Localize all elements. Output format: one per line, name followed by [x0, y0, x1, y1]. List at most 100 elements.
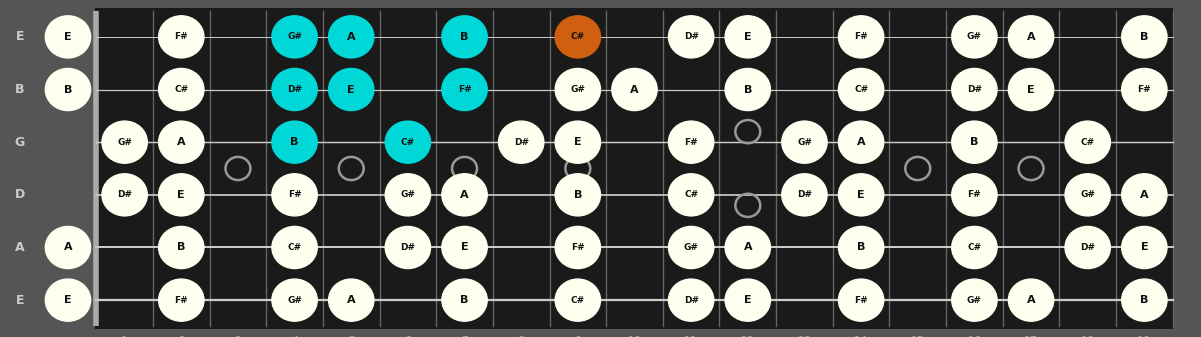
Circle shape — [725, 226, 771, 269]
Text: D#: D# — [967, 85, 982, 94]
Text: D#: D# — [683, 296, 699, 305]
Circle shape — [782, 174, 827, 216]
Circle shape — [1009, 16, 1053, 58]
Circle shape — [555, 226, 600, 269]
Text: A: A — [1027, 32, 1035, 42]
Text: F#: F# — [570, 243, 585, 252]
Text: 13: 13 — [797, 336, 812, 337]
Text: C#: C# — [287, 243, 301, 252]
Circle shape — [951, 121, 997, 163]
Text: C#: C# — [967, 243, 981, 252]
Circle shape — [102, 174, 148, 216]
Circle shape — [46, 226, 90, 269]
Circle shape — [442, 174, 488, 216]
Circle shape — [555, 279, 600, 321]
Circle shape — [329, 16, 374, 58]
Text: G#: G# — [400, 190, 416, 199]
Circle shape — [159, 68, 204, 111]
Circle shape — [669, 174, 713, 216]
Circle shape — [159, 16, 204, 58]
Text: A: A — [743, 243, 752, 252]
Text: G#: G# — [118, 138, 132, 147]
Text: C#: C# — [685, 190, 698, 199]
Text: B: B — [16, 83, 24, 96]
Circle shape — [1122, 174, 1167, 216]
Circle shape — [725, 16, 771, 58]
Text: F#: F# — [458, 85, 471, 94]
Circle shape — [555, 16, 600, 58]
Circle shape — [159, 279, 204, 321]
Text: B: B — [1140, 32, 1148, 42]
Circle shape — [271, 121, 317, 163]
Circle shape — [442, 226, 488, 269]
Text: 8: 8 — [518, 336, 525, 337]
Circle shape — [725, 68, 771, 111]
Text: D#: D# — [400, 243, 416, 252]
Circle shape — [271, 226, 317, 269]
Text: B: B — [970, 137, 979, 147]
Circle shape — [669, 279, 713, 321]
Circle shape — [159, 174, 204, 216]
Text: D#: D# — [683, 32, 699, 41]
Text: A: A — [64, 243, 72, 252]
Circle shape — [159, 226, 204, 269]
Text: F#: F# — [174, 32, 189, 41]
Text: A: A — [347, 295, 355, 305]
Circle shape — [1009, 68, 1053, 111]
Circle shape — [611, 68, 657, 111]
Text: E: E — [1141, 243, 1148, 252]
Circle shape — [951, 226, 997, 269]
Circle shape — [1065, 226, 1111, 269]
Text: 6: 6 — [405, 336, 412, 337]
Text: C#: C# — [854, 85, 868, 94]
Text: F#: F# — [854, 32, 868, 41]
Text: B: B — [460, 295, 468, 305]
Text: C#: C# — [570, 296, 585, 305]
Circle shape — [442, 68, 488, 111]
Circle shape — [669, 121, 713, 163]
Text: E: E — [16, 294, 24, 307]
Circle shape — [1009, 279, 1053, 321]
Text: 12: 12 — [741, 336, 755, 337]
Text: 9: 9 — [574, 336, 581, 337]
Text: F#: F# — [685, 138, 698, 147]
Text: 17: 17 — [1024, 336, 1038, 337]
Text: D#: D# — [118, 190, 132, 199]
Text: A: A — [177, 137, 186, 147]
Text: E: E — [178, 190, 185, 200]
Text: B: B — [574, 190, 582, 200]
Circle shape — [838, 279, 884, 321]
Text: E: E — [743, 295, 752, 305]
Text: F#: F# — [1137, 85, 1152, 94]
Text: F#: F# — [854, 296, 868, 305]
Text: G#: G# — [287, 296, 301, 305]
Text: G#: G# — [797, 138, 812, 147]
Text: C#: C# — [570, 32, 585, 41]
Circle shape — [669, 16, 713, 58]
Circle shape — [329, 68, 374, 111]
Text: B: B — [1140, 295, 1148, 305]
Circle shape — [1065, 121, 1111, 163]
Text: A: A — [460, 190, 468, 200]
Text: A: A — [347, 32, 355, 42]
Text: C#: C# — [401, 138, 416, 147]
Text: F#: F# — [968, 190, 981, 199]
Circle shape — [951, 16, 997, 58]
Text: E: E — [64, 295, 72, 305]
Circle shape — [159, 121, 204, 163]
Circle shape — [725, 279, 771, 321]
Circle shape — [46, 16, 90, 58]
Circle shape — [951, 174, 997, 216]
Text: E: E — [16, 30, 24, 43]
Circle shape — [782, 121, 827, 163]
Text: G#: G# — [1080, 190, 1095, 199]
Text: 10: 10 — [627, 336, 641, 337]
Circle shape — [271, 174, 317, 216]
Text: E: E — [858, 190, 865, 200]
Circle shape — [838, 121, 884, 163]
Circle shape — [838, 68, 884, 111]
Text: D#: D# — [287, 85, 303, 94]
Text: D#: D# — [514, 138, 528, 147]
Text: G#: G# — [683, 243, 699, 252]
Text: 1: 1 — [121, 336, 129, 337]
